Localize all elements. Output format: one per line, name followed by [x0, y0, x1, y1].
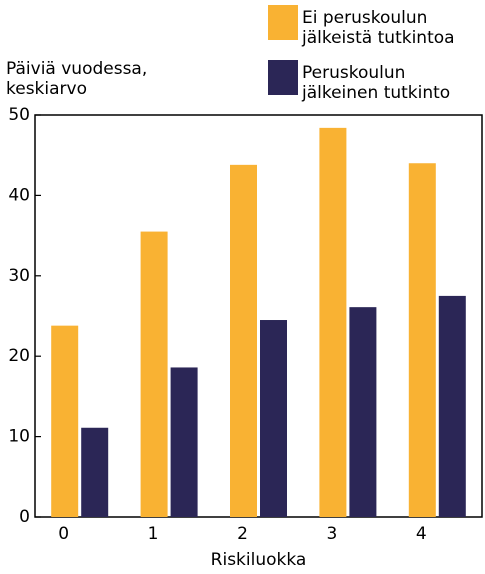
bar: [260, 320, 287, 517]
y-tick-label: 10: [8, 427, 30, 447]
x-tick-label: 0: [58, 524, 69, 544]
bar: [349, 307, 377, 517]
x-tick-label: 2: [237, 524, 248, 544]
legend-label: Peruskoulun jälkeinen tutkinto: [302, 63, 451, 103]
y-tick-label: 0: [19, 507, 30, 527]
x-tick-label: 4: [416, 524, 427, 544]
x-tick-label: 1: [148, 524, 159, 544]
y-tick-label: 50: [8, 105, 30, 125]
bar: [438, 295, 466, 517]
bar: [81, 427, 109, 517]
bar: [170, 367, 198, 517]
bar: [230, 164, 257, 517]
bar: [140, 231, 168, 517]
x-tick-label: 3: [326, 524, 337, 544]
plot-frame: [34, 114, 483, 518]
legend-swatch: [268, 5, 298, 40]
y-tick-label: 20: [8, 346, 30, 366]
legend-swatch: [268, 60, 298, 95]
y-tick-label: 30: [8, 266, 30, 286]
y-axis-label: Päiviä vuodessa, keskiarvo: [6, 59, 148, 99]
bar: [319, 127, 347, 517]
x-axis-label: Riskiluokka: [211, 550, 307, 570]
bar: [51, 325, 79, 517]
y-tick-label: 40: [8, 185, 30, 205]
legend-label: Ei peruskoulun jälkeistä tutkintoa: [302, 8, 455, 48]
bar: [408, 163, 436, 518]
